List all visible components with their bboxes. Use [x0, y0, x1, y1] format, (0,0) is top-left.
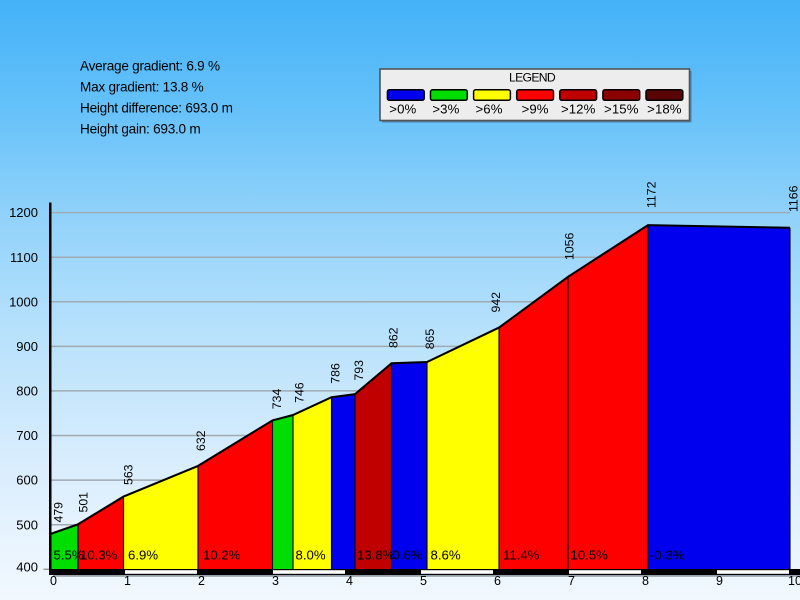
svg-text:900: 900 — [16, 339, 38, 354]
svg-text:1166: 1166 — [786, 185, 800, 212]
svg-text:6.9%: 6.9% — [128, 548, 158, 563]
svg-text:479: 479 — [52, 502, 66, 523]
svg-text:8: 8 — [642, 574, 649, 588]
svg-text:632: 632 — [194, 430, 208, 451]
svg-text:Height difference: 693.0 m: Height difference: 693.0 m — [80, 101, 233, 116]
svg-text:600: 600 — [16, 473, 38, 488]
svg-text:1100: 1100 — [10, 250, 38, 265]
svg-text:1200: 1200 — [9, 205, 38, 220]
svg-text:>18%: >18% — [647, 102, 682, 117]
svg-text:865: 865 — [423, 329, 437, 350]
svg-text:563: 563 — [122, 464, 136, 485]
svg-text:2: 2 — [198, 574, 205, 588]
svg-text:10.3%: 10.3% — [80, 548, 118, 563]
svg-text:800: 800 — [16, 384, 38, 399]
svg-text:5.5%: 5.5% — [54, 548, 84, 563]
svg-text:11.4%: 11.4% — [503, 548, 540, 563]
svg-text:1: 1 — [124, 574, 131, 588]
svg-text:501: 501 — [77, 492, 91, 513]
svg-text:9: 9 — [716, 574, 723, 588]
svg-text:746: 746 — [293, 382, 307, 403]
svg-text:Average gradient: 6.9 %: Average gradient: 6.9 % — [80, 59, 220, 74]
svg-text:LEGEND: LEGEND — [509, 71, 556, 85]
svg-text:942: 942 — [489, 292, 503, 313]
svg-text:793: 793 — [352, 360, 366, 381]
svg-text:>12%: >12% — [561, 102, 596, 117]
svg-text:5: 5 — [420, 574, 427, 588]
svg-text:7: 7 — [568, 574, 575, 588]
svg-text:734: 734 — [270, 389, 284, 410]
svg-text:>9%: >9% — [522, 102, 549, 117]
svg-text:3: 3 — [272, 574, 279, 588]
svg-text:4: 4 — [346, 574, 353, 588]
svg-text:10.5%: 10.5% — [571, 548, 609, 563]
svg-text:8.6%: 8.6% — [431, 548, 461, 563]
svg-text:10: 10 — [788, 574, 800, 588]
svg-text:-0.3%: -0.3% — [650, 548, 685, 563]
svg-text:786: 786 — [329, 363, 343, 384]
svg-text:700: 700 — [16, 428, 38, 443]
svg-text:>0%: >0% — [389, 102, 416, 117]
svg-text:8.0%: 8.0% — [296, 548, 326, 563]
svg-text:Height gain: 693.0 m: Height gain: 693.0 m — [80, 122, 200, 137]
svg-text:>6%: >6% — [475, 102, 502, 117]
svg-text:Max gradient: 13.8 %: Max gradient: 13.8 % — [80, 80, 204, 95]
svg-text:1056: 1056 — [563, 232, 577, 260]
svg-text:500: 500 — [16, 517, 38, 532]
svg-text:0: 0 — [50, 574, 57, 588]
svg-text:1172: 1172 — [644, 181, 658, 208]
svg-text:6: 6 — [494, 574, 501, 588]
svg-text:400: 400 — [16, 560, 38, 575]
svg-text:0.6%: 0.6% — [393, 548, 423, 563]
svg-text:862: 862 — [387, 327, 401, 348]
svg-text:10.2%: 10.2% — [203, 548, 241, 563]
svg-text:>15%: >15% — [604, 102, 639, 117]
svg-text:>3%: >3% — [432, 102, 459, 117]
svg-text:1000: 1000 — [9, 294, 38, 309]
svg-text:13.8%: 13.8% — [357, 548, 395, 563]
